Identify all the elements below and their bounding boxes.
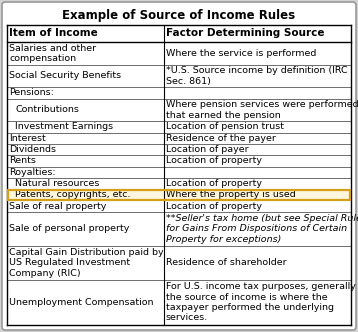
Bar	[7, 99, 351, 121]
Text: Patents, copyrights, etc.: Patents, copyrights, etc.	[15, 190, 131, 199]
Bar	[7, 201, 351, 212]
Text: Residence of the payer: Residence of the payer	[165, 134, 275, 143]
Text: Royalties:: Royalties:	[9, 168, 55, 177]
Text: **Seller's tax home (but see Special Rules
for Gains From Dispositions of Certai: **Seller's tax home (but see Special Rul…	[165, 214, 358, 244]
Text: Location of property: Location of property	[165, 179, 262, 188]
Text: Pensions:: Pensions:	[9, 88, 54, 97]
Bar	[7, 167, 351, 178]
Text: Location of property: Location of property	[165, 202, 262, 210]
Bar	[7, 212, 351, 246]
Text: Item of Income: Item of Income	[9, 29, 98, 39]
Text: Salaries and other
compensation: Salaries and other compensation	[9, 43, 96, 63]
Text: Where the service is performed: Where the service is performed	[165, 49, 316, 58]
Text: Where pension services were performed
that earned the pension: Where pension services were performed th…	[165, 100, 358, 120]
Text: Location of payer: Location of payer	[165, 145, 248, 154]
Text: Sale of real property: Sale of real property	[9, 202, 106, 210]
Bar	[7, 25, 351, 42]
Bar	[7, 155, 351, 167]
Text: Residence of shareholder: Residence of shareholder	[165, 258, 286, 267]
Bar	[7, 189, 351, 201]
Bar	[8, 190, 350, 200]
Text: Investment Earnings: Investment Earnings	[15, 123, 113, 131]
Text: Rents: Rents	[9, 156, 36, 165]
Bar	[7, 87, 351, 99]
Text: Interest: Interest	[9, 134, 46, 143]
Text: Factor Determining Source: Factor Determining Source	[165, 29, 324, 39]
Text: Location of pension trust: Location of pension trust	[165, 123, 284, 131]
Text: Capital Gain Distribution paid by
US Regulated Investment
Company (RIC): Capital Gain Distribution paid by US Reg…	[9, 248, 164, 278]
Text: For U.S. income tax purposes, generally
the source of income is where the
taxpay: For U.S. income tax purposes, generally …	[165, 282, 355, 322]
Text: Where the property is used: Where the property is used	[165, 190, 295, 199]
Bar	[7, 121, 351, 132]
Text: Dividends: Dividends	[9, 145, 56, 154]
Bar	[7, 246, 351, 280]
Bar	[7, 144, 351, 155]
Text: Contributions: Contributions	[15, 105, 79, 115]
FancyBboxPatch shape	[2, 2, 356, 330]
Bar	[7, 65, 351, 87]
Bar	[7, 42, 351, 65]
Text: Unemployment Compensation: Unemployment Compensation	[9, 298, 154, 307]
Text: Natural resources: Natural resources	[15, 179, 100, 188]
Bar	[7, 132, 351, 144]
Text: Sale of personal property: Sale of personal property	[9, 224, 129, 233]
Bar	[7, 178, 351, 189]
Text: *U.S. Source income by definition (IRC
Sec. 861): *U.S. Source income by definition (IRC S…	[165, 66, 347, 86]
Text: Social Security Benefits: Social Security Benefits	[9, 71, 121, 80]
Text: Location of property: Location of property	[165, 156, 262, 165]
Bar	[7, 280, 351, 325]
Text: Example of Source of Income Rules: Example of Source of Income Rules	[62, 9, 296, 22]
